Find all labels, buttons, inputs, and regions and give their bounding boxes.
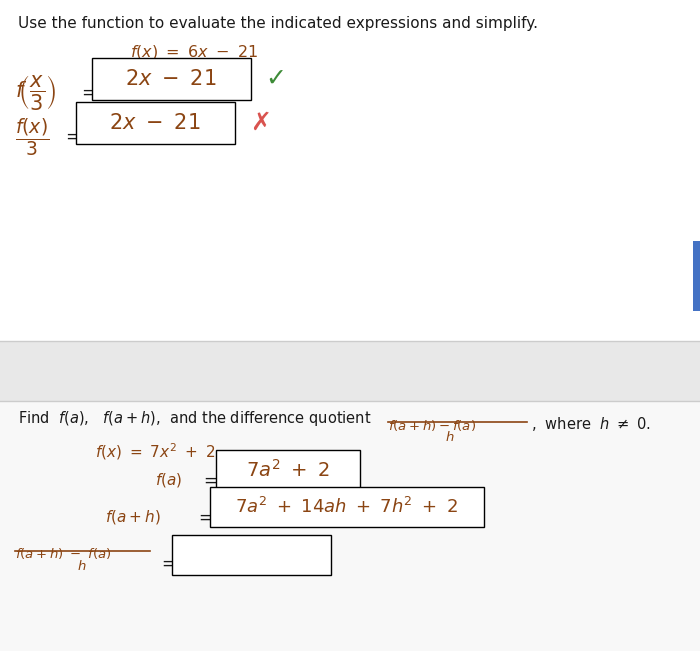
FancyBboxPatch shape [0,341,700,401]
FancyBboxPatch shape [693,241,700,311]
FancyBboxPatch shape [92,58,251,100]
Text: Find  $\mathit{f(a)}$,   $\mathit{f(a+h)}$,  and the difference quotient: Find $\mathit{f(a)}$, $\mathit{f(a+h)}$,… [18,409,372,428]
Text: $7\mathit{a}^2\ +\ 2$: $7\mathit{a}^2\ +\ 2$ [246,459,330,481]
Text: $f\!\left(\dfrac{x}{3}\right)$: $f\!\left(\dfrac{x}{3}\right)$ [15,73,57,112]
FancyBboxPatch shape [0,0,700,341]
Text: $2\mathit{x}\ -\ 21$: $2\mathit{x}\ -\ 21$ [109,113,201,133]
Text: $\mathit{f(x)}\ =\ 7\mathit{x}^2\ +\ 2$: $\mathit{f(x)}\ =\ 7\mathit{x}^2\ +\ 2$ [95,441,216,462]
Text: ✓: ✓ [265,67,286,91]
Text: $\dfrac{\mathit{f(x)}}{3}$: $\dfrac{\mathit{f(x)}}{3}$ [15,116,49,158]
FancyBboxPatch shape [210,487,484,527]
Text: ✗: ✗ [250,111,271,135]
FancyBboxPatch shape [0,401,700,651]
Text: $=$: $=$ [78,83,97,101]
Text: $2\mathit{x}\ -\ 21$: $2\mathit{x}\ -\ 21$ [125,69,217,89]
Text: $7\mathit{a}^2\ +\ 14\mathit{ah}\ +\ 7\mathit{h}^2\ +\ 2$: $7\mathit{a}^2\ +\ 14\mathit{ah}\ +\ 7\m… [235,497,458,517]
Text: $=$: $=$ [158,554,176,572]
Text: $=$: $=$ [195,508,212,526]
Text: $\mathit{f(a+h)}-\mathit{f(a)}$: $\mathit{f(a+h)}-\mathit{f(a)}$ [388,418,476,433]
FancyBboxPatch shape [76,102,235,144]
Text: $\mathit{h}$: $\mathit{h}$ [77,559,87,573]
FancyBboxPatch shape [172,535,331,575]
Text: ,  where  $\mathit{h}\ \neq\ 0$.: , where $\mathit{h}\ \neq\ 0$. [531,415,650,433]
Text: $\mathit{f(x)}\ =\ 6\mathit{x}\ -\ 21$: $\mathit{f(x)}\ =\ 6\mathit{x}\ -\ 21$ [130,43,258,61]
FancyBboxPatch shape [216,450,360,490]
Text: $\mathit{f(a+h)}\ -\ \mathit{f(a)}$: $\mathit{f(a+h)}\ -\ \mathit{f(a)}$ [15,546,111,561]
Text: Use the function to evaluate the indicated expressions and simplify.: Use the function to evaluate the indicat… [18,16,538,31]
Text: $\mathit{f(a+h)}$: $\mathit{f(a+h)}$ [105,508,160,526]
Text: $\mathit{h}$: $\mathit{h}$ [445,430,455,444]
Text: $=$: $=$ [200,471,218,489]
Text: $=$: $=$ [62,127,80,145]
Text: $\mathit{f(a)}$: $\mathit{f(a)}$ [155,471,182,489]
